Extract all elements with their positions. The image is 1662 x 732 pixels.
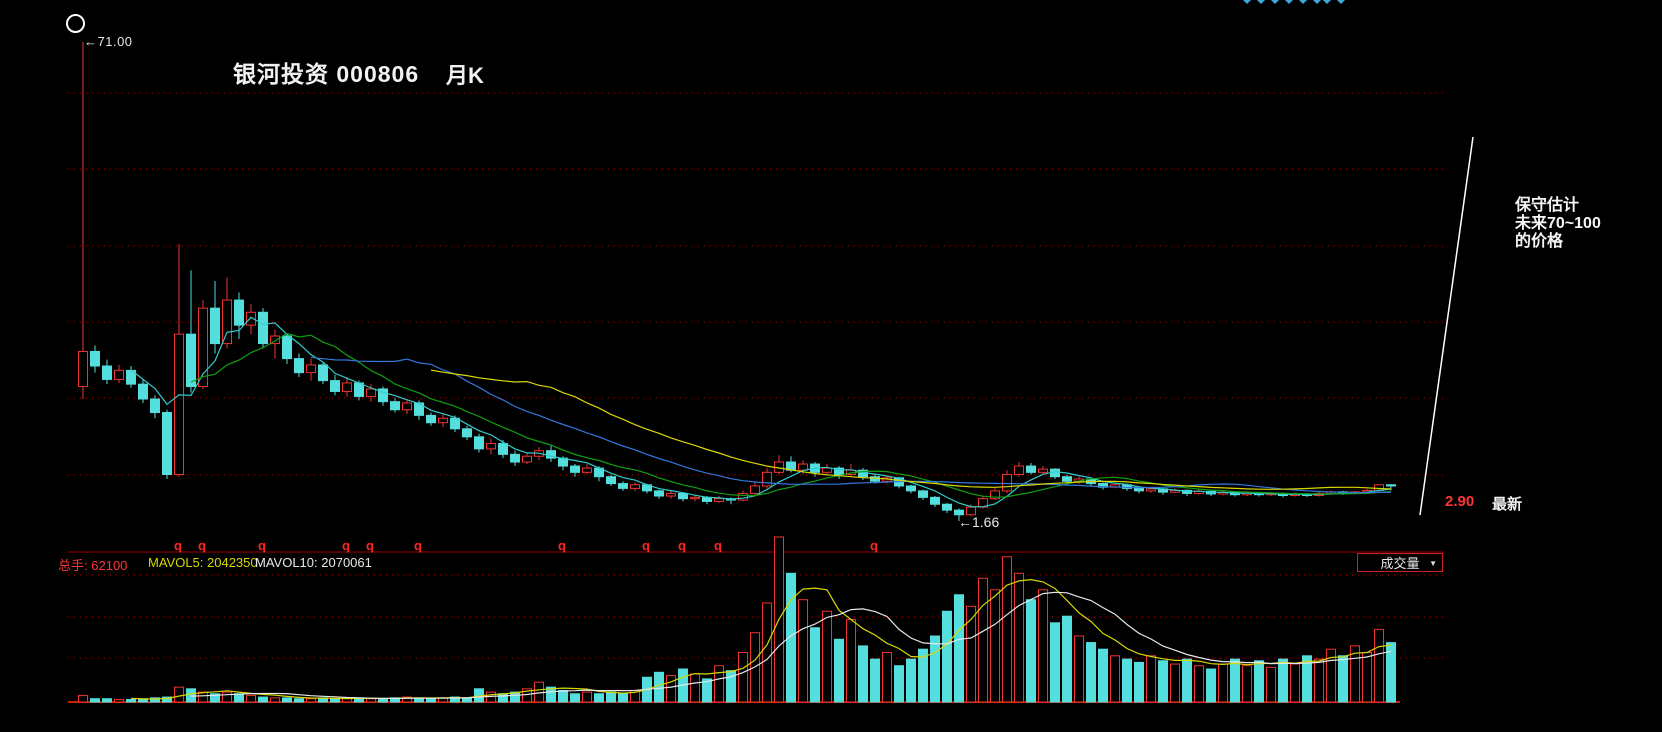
volume-series [78,536,1396,703]
svg-text:q: q [258,538,266,553]
period-label: 月K [446,63,484,88]
low-price-label: ←1.66 [958,514,1000,530]
forecast-line-1: 保守估计 [1515,197,1580,214]
down-arrow-icon [1243,0,1251,4]
latest-price-caption: 最新 [1492,496,1523,513]
svg-text:q: q [366,538,374,553]
latest-price-value: 2.90 [1445,493,1475,510]
down-arrow-icon [1299,0,1307,4]
volume-lots-readout: 总手: 62100 [58,555,128,573]
lots-label: 总手: [58,558,88,573]
svg-text:q: q [558,538,566,553]
svg-text:q: q [414,538,422,553]
forecast-line-3: 的价格 [1515,233,1564,250]
indicator-selector-label: 成交量 [1380,556,1420,571]
grid-lines [68,92,1445,659]
svg-text:q: q [198,538,206,553]
mavol10-readout: MAVOL10: 2070061 [255,555,372,571]
down-arrow-icon [1337,0,1345,4]
mavol5-readout: MAVOL5: 2042350 [148,555,258,571]
forecast-annotation: 保守估计 未来70~100 的价格 [1515,197,1601,251]
svg-text:q: q [342,538,350,553]
svg-text:q: q [174,538,182,553]
top-icon-row [0,0,1662,6]
mavol10-value: 2070061 [321,555,372,570]
mavol5-value: 2042350 [207,555,258,570]
svg-text:q: q [642,538,650,553]
stock-title: 银河投资 000806 [233,61,420,87]
chevron-down-icon[interactable]: ▼ [1429,559,1437,568]
circle-annotation-marker [66,14,85,33]
lots-value: 62100 [91,558,128,573]
indicator-selector-dropdown[interactable]: 成交量 ▼ [1357,553,1443,572]
peak-price-label: ←71.00 [84,34,133,49]
down-arrow-icon [1323,0,1331,4]
svg-text:q: q [714,538,722,553]
forecast-arrow-line [1419,136,1474,516]
mavol5-label: MAVOL5: [148,555,204,570]
svg-text:q: q [678,538,686,553]
candlestick-series [78,41,1396,521]
mavol10-label: MAVOL10: [255,555,318,570]
forecast-line-2: 未来70~100 [1515,215,1601,232]
down-arrow-icon [1313,0,1321,4]
volume-ma-lines [130,578,1392,700]
down-arrow-icon [1271,0,1279,4]
down-arrow-icon [1285,0,1293,4]
svg-text:q: q [870,538,878,553]
ma-lines [130,316,1392,508]
down-arrow-icon [1257,0,1265,4]
